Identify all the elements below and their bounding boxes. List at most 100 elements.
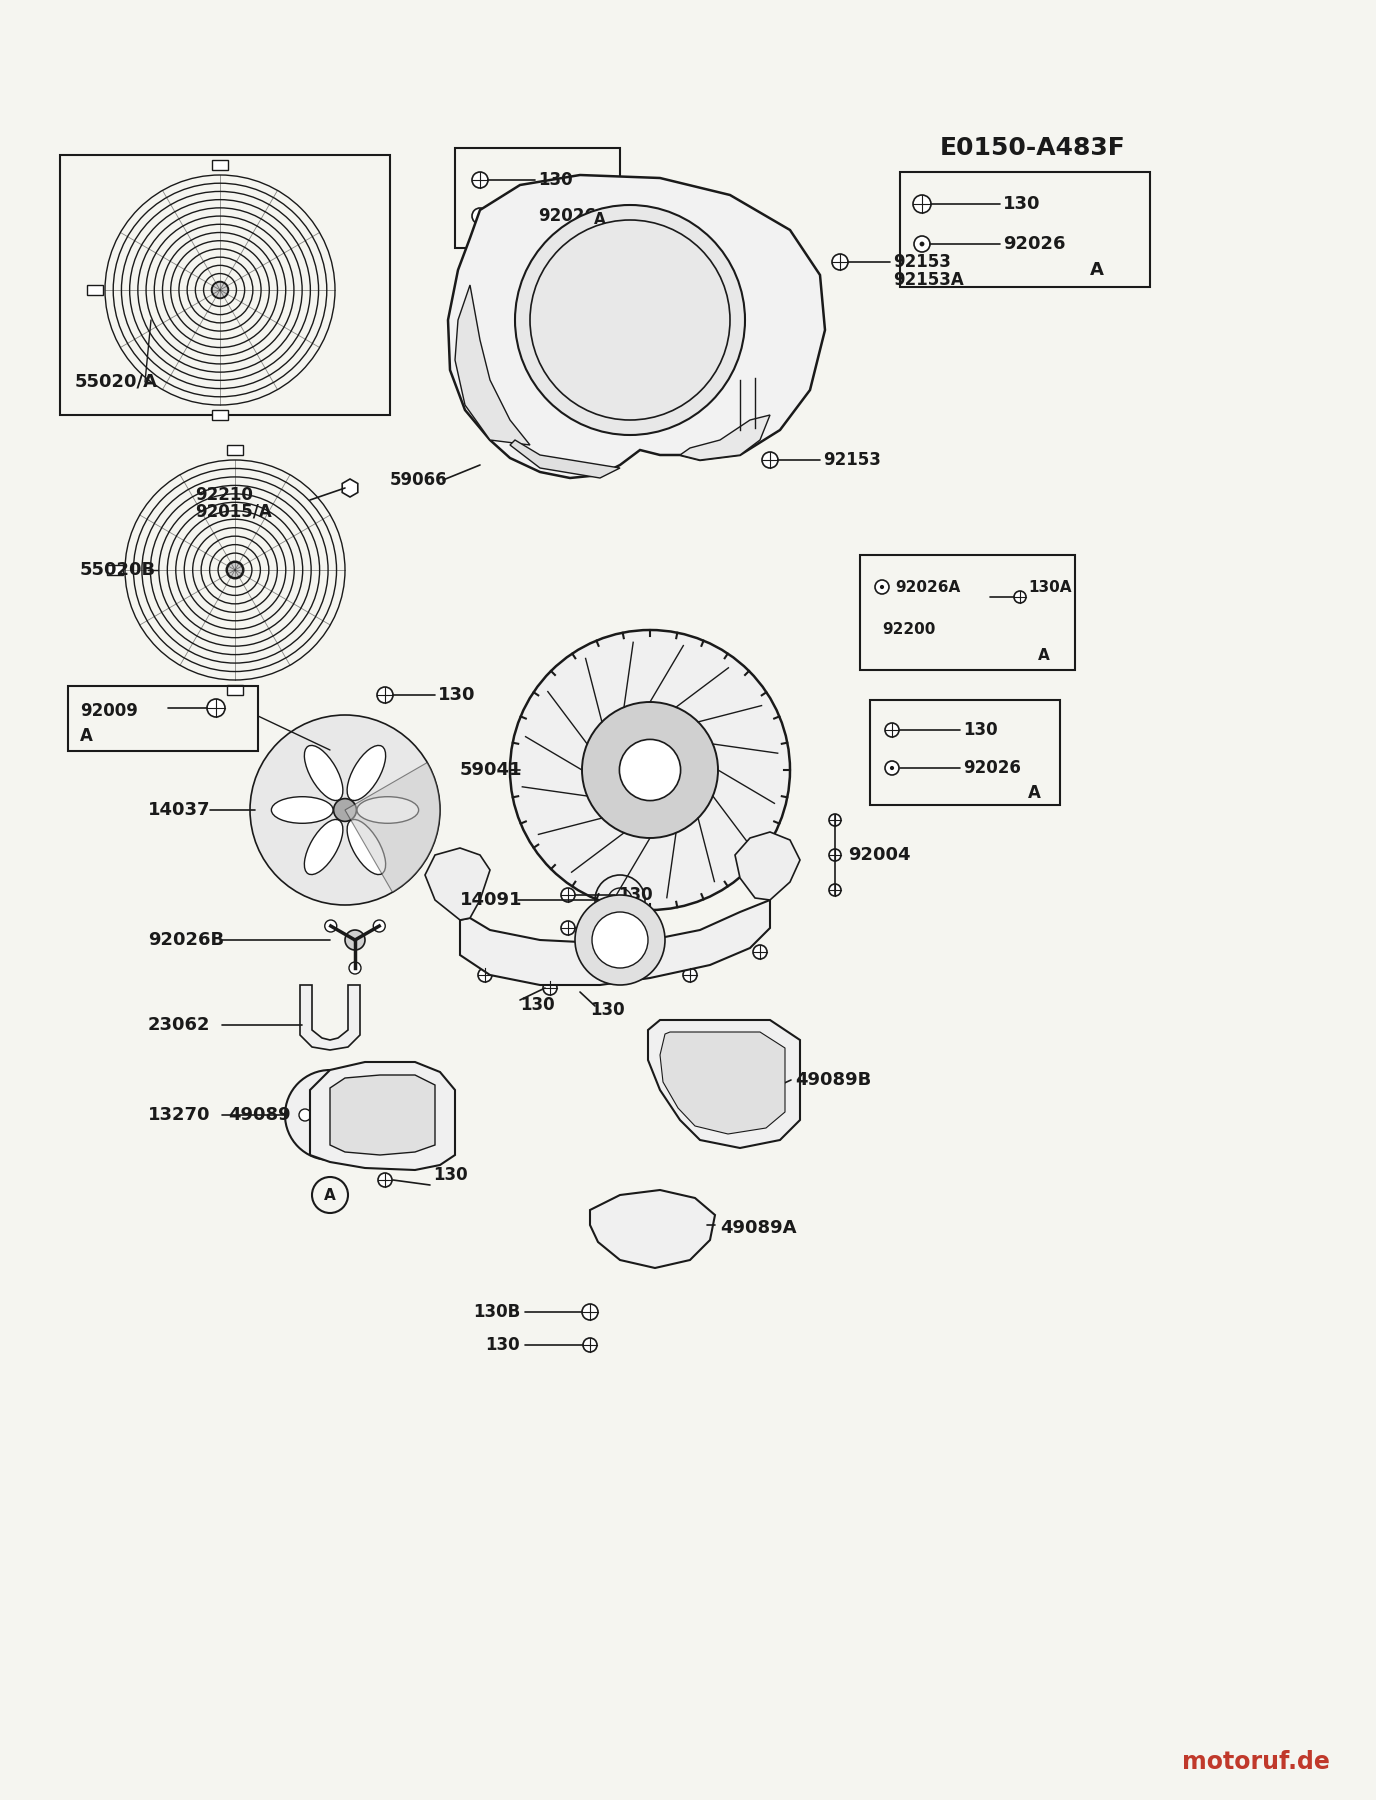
Circle shape bbox=[373, 920, 385, 932]
Circle shape bbox=[477, 968, 493, 983]
Circle shape bbox=[885, 761, 899, 776]
Circle shape bbox=[828, 814, 841, 826]
Text: 14091: 14091 bbox=[460, 891, 523, 909]
Circle shape bbox=[462, 290, 477, 306]
Circle shape bbox=[619, 740, 681, 801]
Text: 55020/A: 55020/A bbox=[76, 373, 158, 391]
Polygon shape bbox=[425, 848, 490, 920]
Text: A: A bbox=[1090, 261, 1104, 279]
Ellipse shape bbox=[347, 745, 385, 801]
Text: 130B: 130B bbox=[473, 1303, 520, 1321]
Bar bbox=[61, 155, 389, 416]
Bar bbox=[355, 1094, 425, 1150]
Text: 130: 130 bbox=[1003, 194, 1040, 212]
Wedge shape bbox=[345, 763, 440, 893]
Text: 92153: 92153 bbox=[893, 254, 951, 272]
Text: 92026: 92026 bbox=[1003, 236, 1065, 254]
Text: 13270: 13270 bbox=[149, 1105, 211, 1123]
Bar bbox=[212, 160, 228, 169]
Circle shape bbox=[206, 698, 226, 716]
Circle shape bbox=[325, 920, 337, 932]
Bar bbox=[67, 686, 259, 751]
Circle shape bbox=[472, 173, 488, 187]
Polygon shape bbox=[590, 1190, 716, 1267]
Ellipse shape bbox=[347, 819, 385, 875]
Circle shape bbox=[885, 724, 899, 736]
Text: 130: 130 bbox=[590, 1001, 625, 1019]
Text: 130: 130 bbox=[433, 1166, 468, 1184]
Text: A: A bbox=[80, 727, 92, 745]
Text: 130: 130 bbox=[438, 686, 476, 704]
Bar bbox=[212, 410, 228, 419]
Circle shape bbox=[890, 767, 894, 770]
Circle shape bbox=[350, 961, 361, 974]
Polygon shape bbox=[310, 1062, 455, 1170]
Polygon shape bbox=[300, 985, 361, 1049]
Text: A: A bbox=[325, 1188, 336, 1202]
Text: 92026B: 92026B bbox=[149, 931, 224, 949]
Text: 130: 130 bbox=[618, 920, 652, 938]
Circle shape bbox=[682, 968, 698, 983]
Text: 130: 130 bbox=[963, 722, 998, 740]
Bar bbox=[455, 148, 621, 248]
Text: 92009: 92009 bbox=[80, 702, 138, 720]
Text: 92153: 92153 bbox=[823, 452, 881, 470]
Text: 92015/A: 92015/A bbox=[195, 502, 271, 520]
Text: 92004: 92004 bbox=[848, 846, 911, 864]
Bar bbox=[227, 445, 244, 455]
Circle shape bbox=[561, 887, 575, 902]
Circle shape bbox=[753, 945, 766, 959]
Bar bbox=[900, 173, 1150, 286]
Text: 92026A: 92026A bbox=[894, 580, 960, 594]
Ellipse shape bbox=[271, 797, 333, 823]
Ellipse shape bbox=[356, 797, 418, 823]
Text: 92200: 92200 bbox=[882, 623, 936, 637]
Circle shape bbox=[311, 1087, 323, 1100]
Bar bbox=[87, 284, 103, 295]
Circle shape bbox=[333, 799, 356, 821]
Text: 130: 130 bbox=[538, 171, 572, 189]
Text: 14037: 14037 bbox=[149, 801, 211, 819]
Circle shape bbox=[762, 452, 777, 468]
Text: A: A bbox=[583, 229, 596, 247]
Text: 92210: 92210 bbox=[195, 486, 253, 504]
Circle shape bbox=[1014, 590, 1026, 603]
Text: 59041: 59041 bbox=[460, 761, 523, 779]
Polygon shape bbox=[510, 439, 621, 479]
Text: 49089A: 49089A bbox=[720, 1219, 797, 1237]
Circle shape bbox=[350, 1109, 361, 1121]
Text: 59066: 59066 bbox=[389, 472, 447, 490]
Bar bbox=[860, 554, 1075, 670]
Polygon shape bbox=[330, 1075, 435, 1156]
Ellipse shape bbox=[304, 745, 343, 801]
Circle shape bbox=[337, 1130, 348, 1143]
Text: 49089B: 49089B bbox=[795, 1071, 871, 1089]
Circle shape bbox=[510, 630, 790, 911]
Text: 130A: 130A bbox=[1028, 580, 1072, 594]
Polygon shape bbox=[449, 175, 826, 479]
Circle shape bbox=[583, 1337, 597, 1352]
Text: motoruf.de: motoruf.de bbox=[1182, 1750, 1331, 1775]
Circle shape bbox=[828, 884, 841, 896]
Polygon shape bbox=[460, 900, 771, 985]
Polygon shape bbox=[680, 416, 771, 461]
Polygon shape bbox=[648, 1021, 799, 1148]
Text: 130: 130 bbox=[520, 995, 555, 1013]
Circle shape bbox=[575, 895, 665, 985]
Text: 130: 130 bbox=[486, 1336, 520, 1354]
Circle shape bbox=[515, 205, 744, 436]
Circle shape bbox=[919, 241, 925, 247]
Ellipse shape bbox=[304, 819, 343, 875]
Circle shape bbox=[592, 913, 648, 968]
Text: 55020B: 55020B bbox=[80, 562, 155, 580]
Text: 92153A: 92153A bbox=[893, 272, 963, 290]
Circle shape bbox=[879, 585, 885, 589]
Circle shape bbox=[914, 236, 930, 252]
Text: 130: 130 bbox=[618, 886, 652, 904]
Text: 49089: 49089 bbox=[228, 1105, 290, 1123]
Bar bbox=[227, 686, 244, 695]
Circle shape bbox=[914, 194, 932, 212]
Polygon shape bbox=[660, 1031, 784, 1134]
Circle shape bbox=[472, 209, 488, 223]
Circle shape bbox=[544, 981, 557, 995]
